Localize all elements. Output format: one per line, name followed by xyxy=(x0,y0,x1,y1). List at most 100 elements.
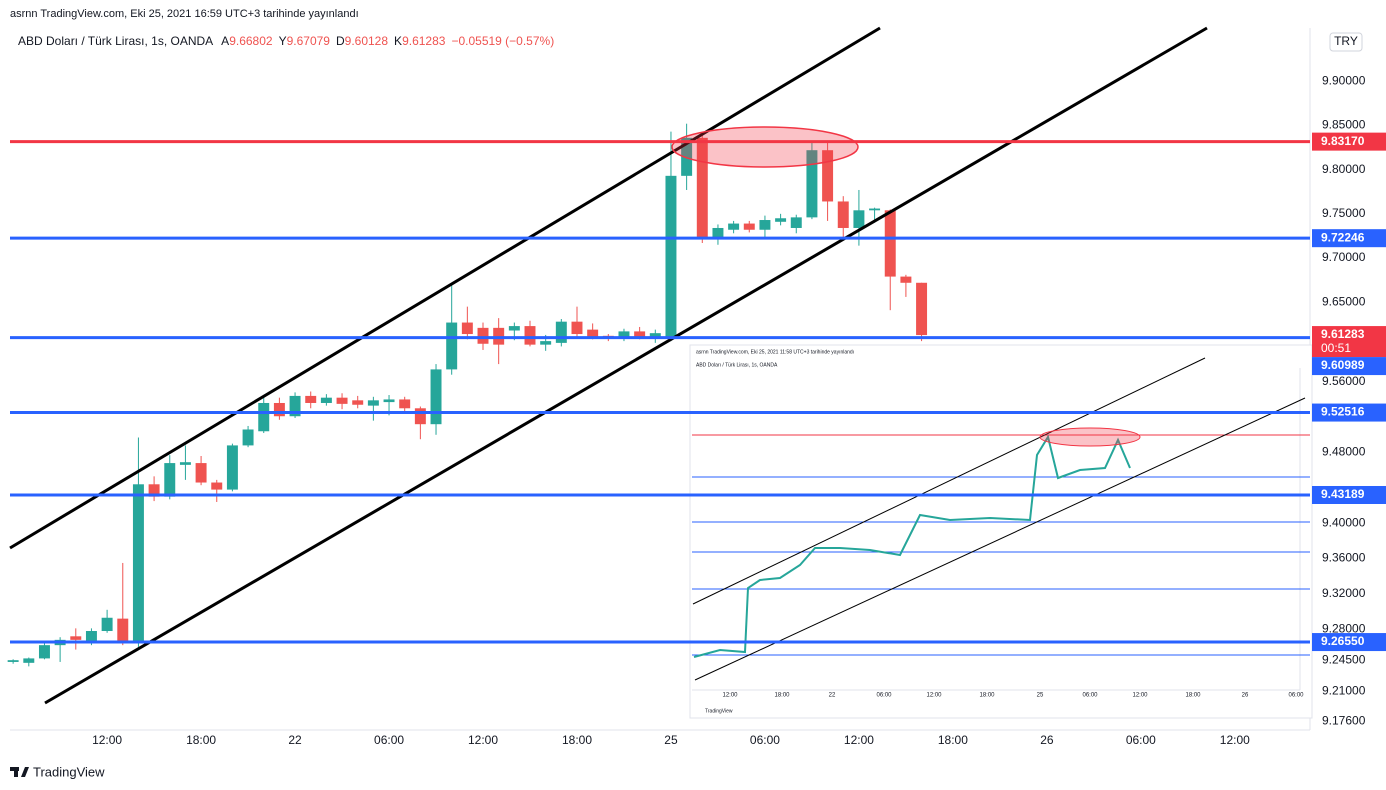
level-label: 9.83170 xyxy=(1321,134,1365,148)
level-label: 9.52516 xyxy=(1321,405,1365,419)
candle-body xyxy=(571,321,583,335)
candle-body xyxy=(352,400,364,405)
candle-body xyxy=(681,137,693,176)
last-price-bg xyxy=(1312,326,1386,358)
y-tick-label: 9.70000 xyxy=(1322,250,1366,264)
x-tick-label: 06:00 xyxy=(750,733,780,747)
candle-body xyxy=(759,220,771,230)
x-tick-label: 12:00 xyxy=(844,733,874,747)
y-tick-label: 9.21000 xyxy=(1322,683,1366,697)
candle-body xyxy=(367,400,379,406)
candle-body xyxy=(555,321,567,343)
level-label: 9.26550 xyxy=(1321,634,1365,648)
x-tick-label: 12:00 xyxy=(92,733,122,747)
x-tick-label: 22 xyxy=(288,733,302,747)
logo-part xyxy=(14,767,18,777)
x-tick-label: 25 xyxy=(664,733,678,747)
level-label-bg xyxy=(1312,403,1386,422)
candle-body xyxy=(775,218,787,222)
inset-screenshot: asrnn TradingView.com, Eki 25, 2021 11:5… xyxy=(689,344,1313,719)
currency-badge[interactable] xyxy=(1329,32,1363,52)
x-tick-label: 18:00 xyxy=(186,733,216,747)
level-label-bg xyxy=(1312,357,1386,376)
level-label-bg xyxy=(1312,132,1386,151)
candle-body xyxy=(743,223,755,230)
candle-body xyxy=(383,399,395,403)
candle-body xyxy=(336,397,348,404)
x-tick-label: 18:00 xyxy=(938,733,968,747)
inset-x-label: 06:00 xyxy=(1288,693,1304,699)
candle-body xyxy=(320,397,332,403)
legend: ABD Doları / Türk Lirası, 1s, OANDA A9.66… xyxy=(18,34,554,48)
y-tick-label: 9.24500 xyxy=(1322,652,1366,666)
highlight-ellipse xyxy=(671,126,859,168)
inset-x-label: 22 xyxy=(829,693,836,699)
change: −0.05519 (−0.57%) xyxy=(451,34,554,48)
candle-body xyxy=(696,137,708,240)
inset-x-label: 12:00 xyxy=(722,693,738,699)
candle-body xyxy=(23,658,35,663)
levels xyxy=(10,140,1310,644)
inset-x-label: 18:00 xyxy=(774,693,790,699)
y-tick-label: 9.36000 xyxy=(1322,551,1366,565)
candle-body xyxy=(508,326,520,331)
candle-body xyxy=(148,484,160,497)
candle-body xyxy=(524,326,536,345)
candle-body xyxy=(164,463,176,497)
candle-body xyxy=(70,636,82,640)
last-price: 9.61283 xyxy=(1321,327,1365,341)
y-tick-label: 9.90000 xyxy=(1322,73,1366,87)
logo-part xyxy=(21,767,29,777)
symbol: ABD Doları / Türk Lirası, 1s, OANDA xyxy=(18,34,213,48)
inset-x-label: 18:00 xyxy=(1185,693,1201,699)
candle-body xyxy=(900,276,912,283)
level-label-bg xyxy=(1312,485,1386,504)
candle-body xyxy=(587,329,599,338)
candle-body xyxy=(258,402,270,432)
x-tick-label: 26 xyxy=(1040,733,1054,747)
level-label: 9.43189 xyxy=(1321,487,1365,501)
candle-body xyxy=(289,395,301,417)
candle-body xyxy=(7,660,19,662)
candle-body xyxy=(273,402,285,417)
currency[interactable]: TRY xyxy=(1334,34,1358,48)
candle-body xyxy=(728,223,740,230)
y-tick-label: 9.28000 xyxy=(1322,621,1366,635)
y-tick-label: 9.40000 xyxy=(1322,515,1366,529)
ohlc-letter: Y xyxy=(279,34,287,48)
ohlc-letter: K xyxy=(394,34,402,48)
candle-body xyxy=(712,227,724,240)
candle-body xyxy=(38,645,50,659)
candles xyxy=(7,123,928,667)
candle-body xyxy=(446,322,458,370)
candle-body xyxy=(790,217,802,228)
inset-channel xyxy=(692,357,1206,605)
inset-title: ABD Doları / Türk Lirası, 1s, OANDA xyxy=(696,362,778,368)
candle-body xyxy=(634,331,646,337)
inset-highlight xyxy=(1039,427,1141,447)
inset-x-label: 12:00 xyxy=(926,693,942,699)
candle-body xyxy=(85,631,97,643)
inset-brand: TradingView xyxy=(705,708,733,714)
candle-body xyxy=(195,463,207,483)
candle-body xyxy=(884,210,896,277)
x-tick-label: 12:00 xyxy=(468,733,498,747)
inset-published: asrnn TradingView.com, Eki 25, 2021 11:5… xyxy=(696,349,854,355)
x-tick-label: 18:00 xyxy=(562,733,592,747)
inset-x-label: 25 xyxy=(1037,693,1044,699)
candle-body xyxy=(399,399,411,409)
level-label: 9.72246 xyxy=(1321,230,1365,244)
candle-body xyxy=(806,150,818,218)
candle-body xyxy=(117,618,129,644)
inset-frame xyxy=(689,344,1313,719)
candle-body xyxy=(837,201,849,228)
candle-body xyxy=(822,150,834,202)
inset-price-trace xyxy=(693,434,1131,658)
candle-body xyxy=(179,462,191,465)
candle-body xyxy=(226,445,238,490)
ohlc-value: 9.61283 xyxy=(402,34,446,48)
inset-x-label: 06:00 xyxy=(1082,693,1098,699)
candle-body xyxy=(242,429,254,446)
